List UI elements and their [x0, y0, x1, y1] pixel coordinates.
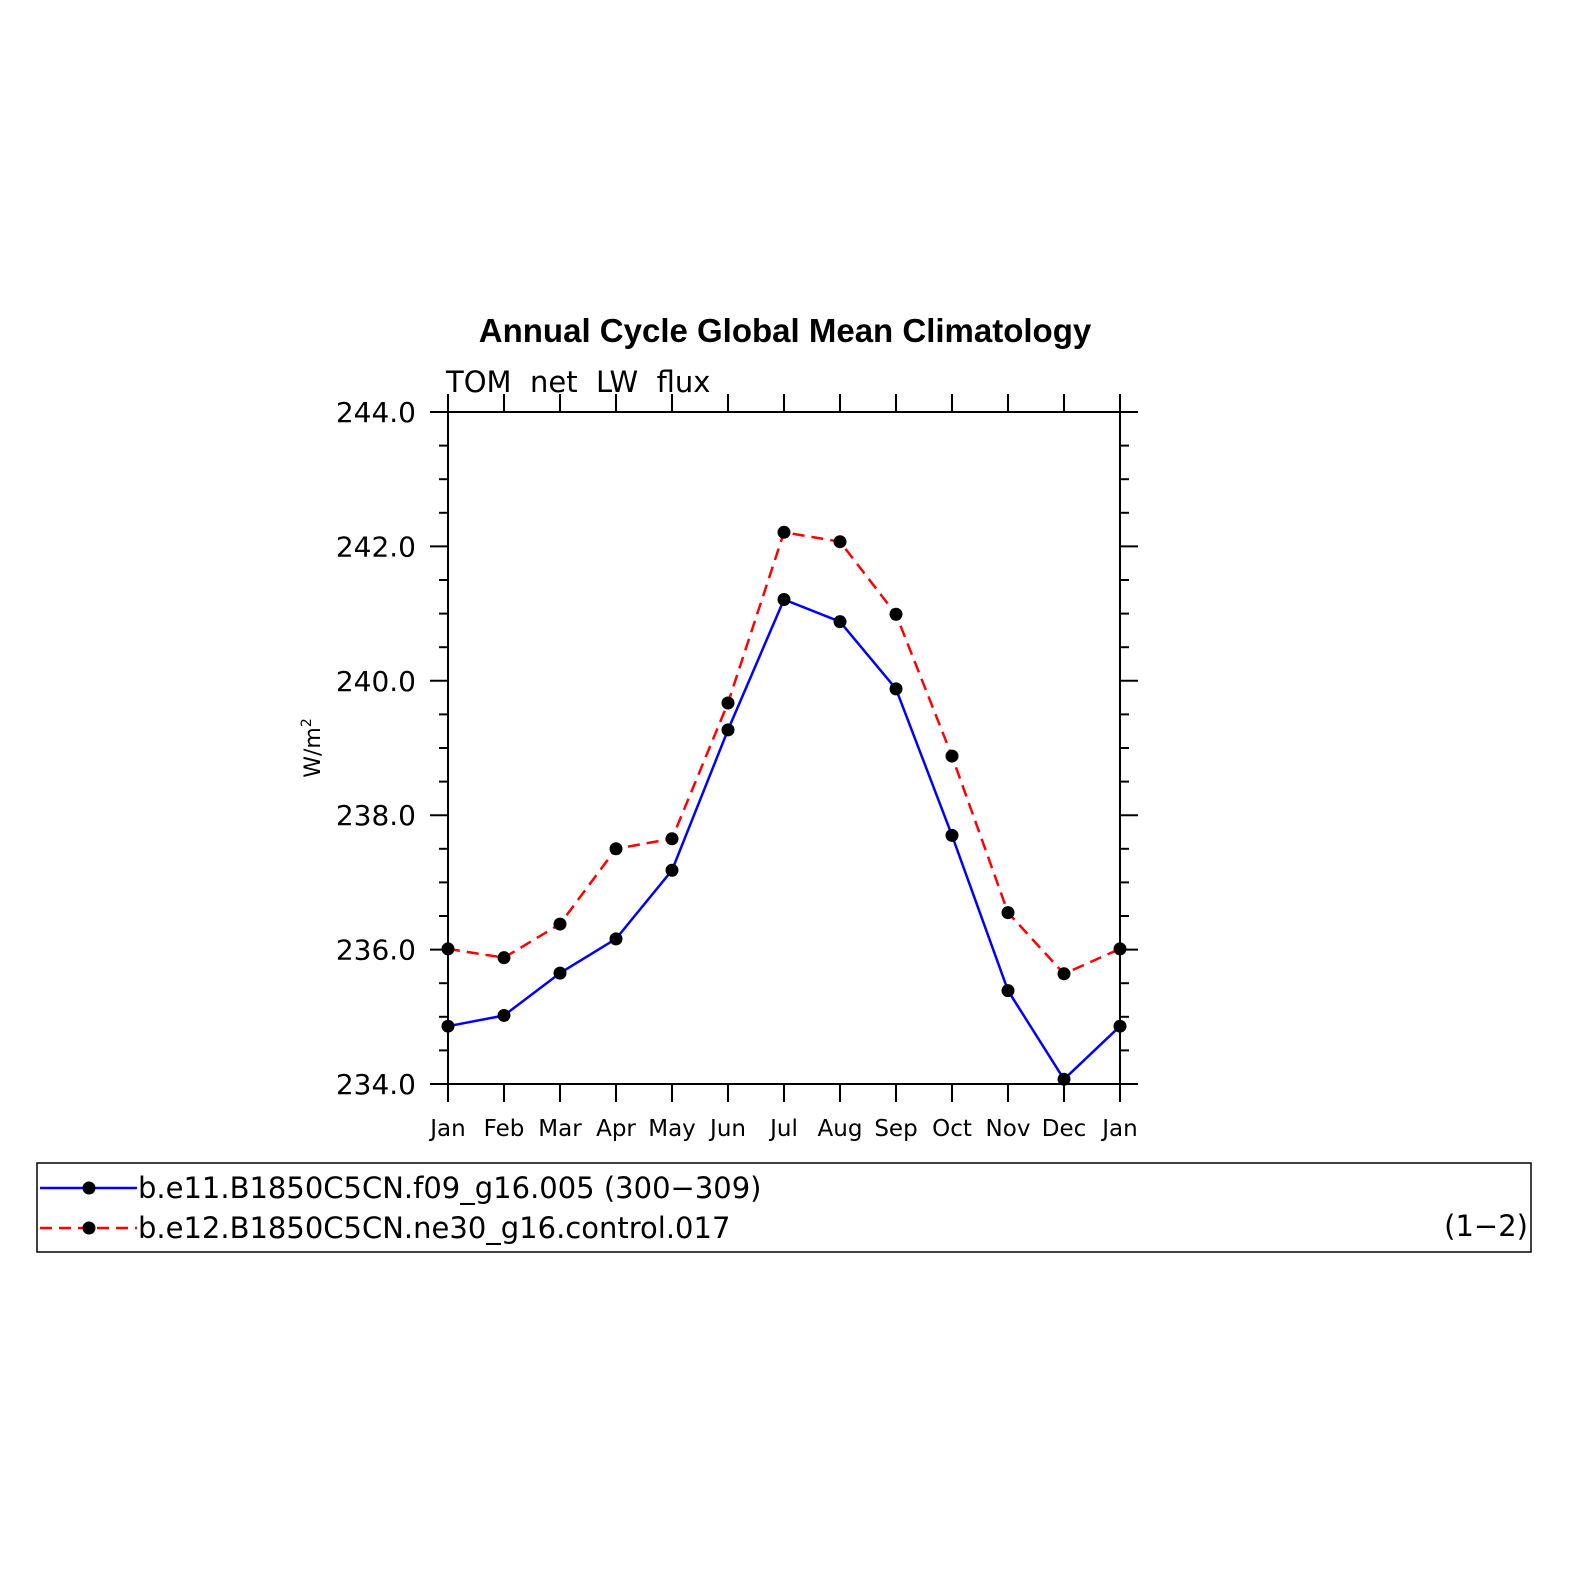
- series-1-point: [553, 966, 567, 980]
- x-tick-label: Jan: [428, 1116, 465, 1142]
- series-2-point: [1001, 906, 1015, 920]
- legend-box: [36, 1162, 1532, 1253]
- legend: b.e11.B1850C5CN.f09_g16.005 (300−309) b.e…: [36, 1162, 1532, 1253]
- plot-frame: [447, 411, 1121, 1085]
- x-tick-label: Jun: [708, 1116, 746, 1142]
- series-2-point: [497, 951, 511, 965]
- series-1-point: [609, 932, 623, 946]
- panel-label: (1−2): [1444, 1209, 1528, 1243]
- series-1-point: [777, 592, 791, 606]
- y-tick-label: 234.0: [336, 1068, 416, 1101]
- y-tick-labels: 234.0 236.0 238.0 240.0 242.0 244.0: [336, 396, 416, 1101]
- y-tick-label: 244.0: [336, 396, 416, 429]
- series-2-point: [1057, 967, 1071, 981]
- series-2-point: [721, 696, 735, 710]
- series-1-point: [945, 828, 959, 842]
- series-2-point: [945, 749, 959, 763]
- x-tick-label: Sep: [874, 1116, 917, 1142]
- x-tick-label: Oct: [932, 1116, 972, 1142]
- series-2-point: [553, 917, 567, 931]
- y-tick-label: 238.0: [336, 799, 416, 832]
- series-2-point: [889, 607, 903, 621]
- x-tick-label: Nov: [986, 1116, 1031, 1142]
- series-1-point: [1001, 984, 1015, 998]
- x-tick-label: Aug: [818, 1116, 863, 1142]
- x-tick-label: May: [648, 1116, 696, 1142]
- series-2-point: [777, 525, 791, 539]
- x-tick-labels: Jan Feb Mar Apr May Jun Jul Aug Sep Oct Nov Dec Jan: [428, 1116, 1137, 1142]
- axis-ticks: [430, 394, 1138, 1102]
- y-axis-label: W/m2: [299, 718, 326, 778]
- legend-marker-2: [82, 1221, 96, 1235]
- series-1-point: [1057, 1072, 1071, 1086]
- series-1-point: [665, 863, 679, 877]
- y-axis-label-superscript: 2: [299, 718, 315, 727]
- x-tick-label: Jan: [1100, 1116, 1137, 1142]
- series-1-point: [441, 1019, 455, 1033]
- series-layer: [441, 525, 1127, 1086]
- x-tick-label: Mar: [538, 1116, 582, 1142]
- x-tick-label: Dec: [1042, 1116, 1087, 1142]
- series-1-point: [833, 615, 847, 629]
- x-tick-label: Apr: [596, 1116, 636, 1142]
- series-2-point: [441, 942, 455, 956]
- chart-subtitle: TOM net LW flux: [445, 365, 710, 399]
- series-line-1: [447, 598, 1121, 1081]
- series-1-point: [1113, 1019, 1127, 1033]
- series-1-point: [497, 1008, 511, 1022]
- y-axis-label-unit: W/m: [301, 727, 326, 778]
- legend-items: b.e11.B1850C5CN.f09_g16.005 (300−309) b.e…: [40, 1171, 762, 1245]
- series-2-point: [833, 535, 847, 549]
- y-tick-label: 236.0: [336, 934, 416, 967]
- series-2-point: [609, 842, 623, 856]
- y-tick-label: 242.0: [336, 530, 416, 563]
- x-tick-label: Feb: [484, 1116, 525, 1142]
- y-tick-label: 240.0: [336, 665, 416, 698]
- legend-label-2: b.e12.B1850C5CN.ne30_g16.control.017: [138, 1211, 730, 1245]
- legend-marker-1: [82, 1181, 96, 1195]
- legend-label-1: b.e11.B1850C5CN.f09_g16.005 (300−309): [138, 1171, 762, 1205]
- chart-title: Annual Cycle Global Mean Climatology: [479, 312, 1092, 349]
- series-1-point: [721, 723, 735, 737]
- series-1-point: [889, 682, 903, 696]
- plot-border: [447, 411, 1121, 1085]
- series-2-point: [1113, 942, 1127, 956]
- series-2-point: [665, 832, 679, 846]
- x-tick-label: Jul: [768, 1116, 798, 1142]
